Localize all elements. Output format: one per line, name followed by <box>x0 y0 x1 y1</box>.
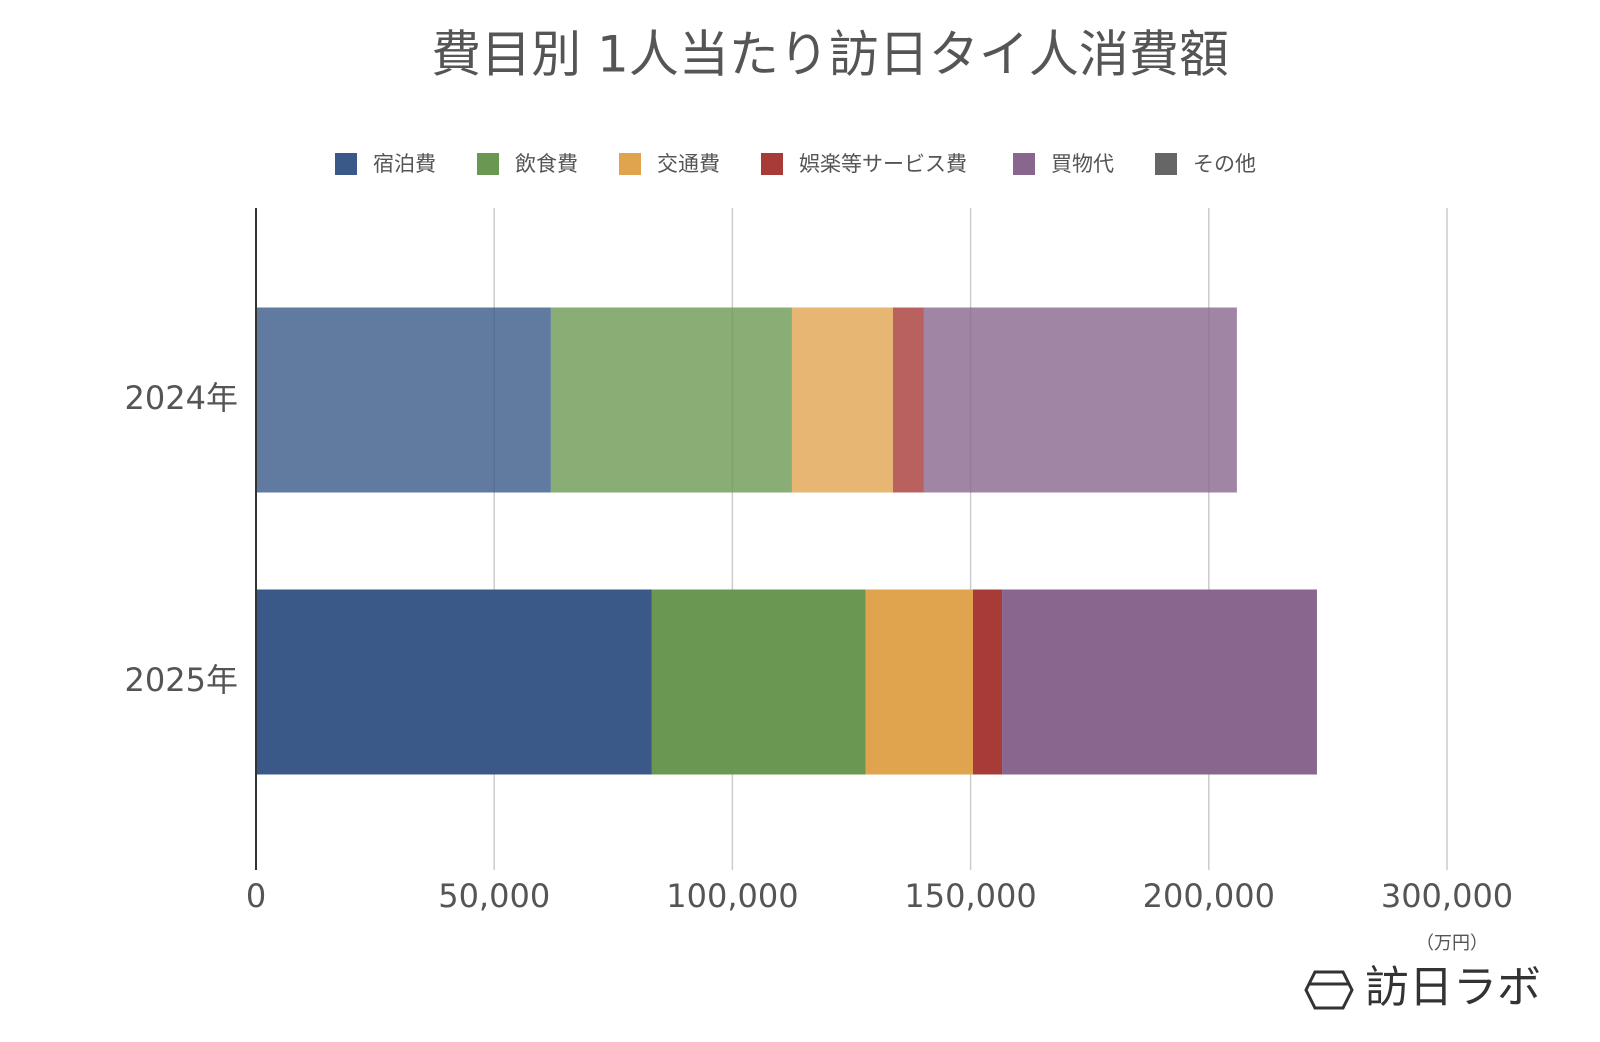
legend-label: 飲食費 <box>515 152 578 176</box>
bar-segment <box>550 307 792 493</box>
bar-segment <box>1002 589 1317 775</box>
y-tick-label: 2025年 <box>125 661 238 699</box>
bar-segment <box>256 307 551 493</box>
unit-note: （万円） <box>1416 933 1488 954</box>
bar-segment <box>256 589 652 775</box>
legend-swatch <box>1013 153 1035 175</box>
bar-segment <box>651 589 866 775</box>
legend-label: 宿泊費 <box>373 152 436 176</box>
chart-title: 費目別 1人当たり訪日タイ人消費額 <box>431 26 1229 84</box>
legend-swatch <box>761 153 783 175</box>
legend-swatch <box>335 153 357 175</box>
legend-swatch <box>619 153 641 175</box>
bar-segment <box>865 589 973 775</box>
logo-icon <box>1304 970 1354 1010</box>
legend-label: 買物代 <box>1051 152 1114 176</box>
bar-segment <box>791 307 893 493</box>
x-tick-label: 200,000 <box>1143 877 1275 915</box>
bar-segment <box>923 307 1237 493</box>
x-tick-label: 100,000 <box>666 877 798 915</box>
x-tick-label: 300,000 <box>1381 877 1513 915</box>
bar-segment <box>892 307 924 493</box>
legend-label: その他 <box>1193 152 1256 176</box>
legend-label: 交通費 <box>657 152 720 176</box>
legend-swatch <box>1155 153 1177 175</box>
x-tick-label: 50,000 <box>438 877 550 915</box>
x-tick-label: 150,000 <box>904 877 1036 915</box>
logo-text: 訪日ラボ <box>1365 962 1541 1013</box>
x-tick-label: 0 <box>246 877 266 915</box>
legend-label: 娯楽等サービス費 <box>799 152 967 176</box>
legend-swatch <box>477 153 499 175</box>
y-tick-label: 2024年 <box>125 379 238 417</box>
bar-segment <box>972 589 1003 775</box>
